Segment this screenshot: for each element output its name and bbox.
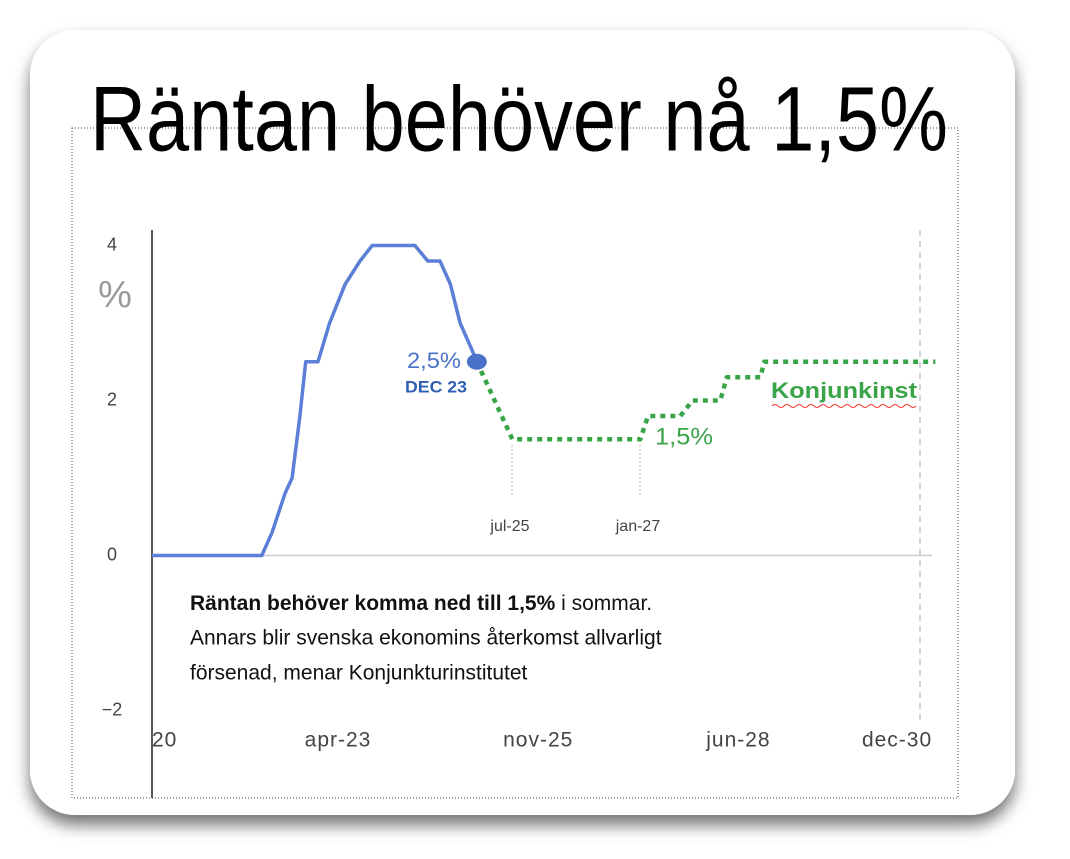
caption-lead: Räntan behöver komma ned till 1,5% bbox=[190, 592, 556, 615]
frame bbox=[71, 127, 959, 799]
end-point bbox=[466, 353, 487, 370]
caption-line: Annars blir svenska ekonomins återkomst … bbox=[190, 627, 662, 650]
x-tick-label: jun-28 bbox=[705, 729, 770, 752]
annotation: DEC 23 bbox=[405, 377, 467, 396]
x-tick-label: dec-30 bbox=[862, 729, 932, 752]
plot: −2 0 2 4 20 apr-23 nov-25 jun-28 dec-30 bbox=[102, 234, 936, 752]
annotation: 1,5% bbox=[655, 423, 713, 450]
y-tick-label: 0 bbox=[107, 544, 117, 564]
series-label: Konjunkinst bbox=[771, 378, 918, 403]
annotation: 2,5% bbox=[407, 348, 461, 373]
y-tick-label: −2 bbox=[102, 699, 123, 719]
line-series bbox=[152, 243, 479, 558]
x-tick-label: 20 bbox=[152, 729, 177, 752]
annotation: jul-25 bbox=[489, 518, 529, 535]
caption-line: försenad, menar Konjunkturinstitutet bbox=[190, 662, 528, 685]
y-tick-label: 4 bbox=[107, 234, 117, 254]
y-axis-label: % bbox=[98, 274, 132, 316]
y-tick-label: 2 bbox=[107, 389, 117, 409]
line-series bbox=[474, 359, 936, 442]
caption: Räntan behöver komma ned till 1,5% i som… bbox=[190, 592, 652, 615]
spell-underline bbox=[771, 404, 917, 408]
annotation: jan-27 bbox=[615, 518, 661, 535]
card bbox=[30, 30, 1015, 815]
x-tick-label: nov-25 bbox=[503, 729, 573, 752]
caption-line: i sommar. bbox=[555, 592, 652, 615]
x-tick-label: apr-23 bbox=[305, 729, 372, 752]
chart-title: Räntan behöver nå 1,5% bbox=[90, 68, 948, 170]
